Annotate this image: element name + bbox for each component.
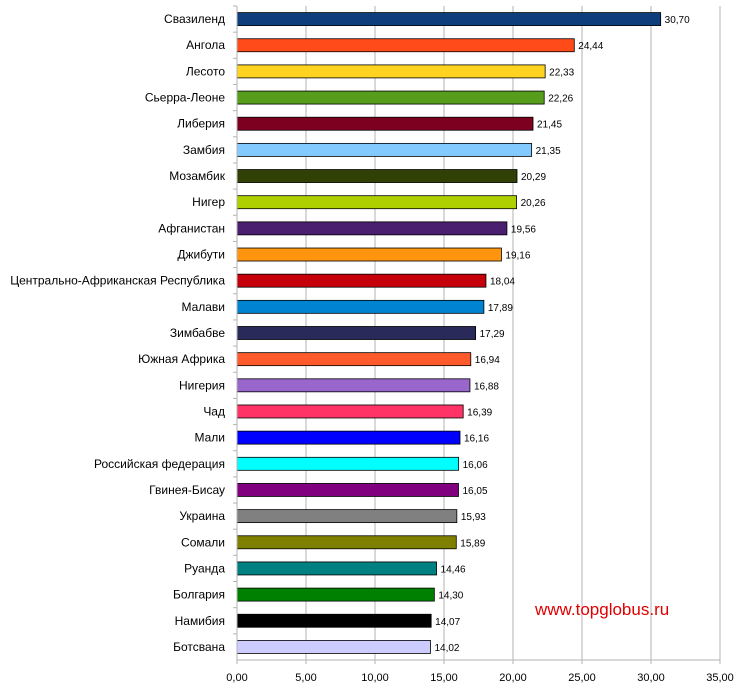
category-label: Афганистан <box>158 221 225 235</box>
value-label: 16,39 <box>467 407 492 418</box>
x-tick-label: 5,00 <box>295 672 316 684</box>
bar <box>236 509 458 524</box>
category-label: Лесото <box>186 64 225 78</box>
value-label: 14,02 <box>434 643 459 654</box>
bar <box>236 195 517 210</box>
value-label: 16,94 <box>475 355 500 366</box>
category-label: Нигер <box>192 195 225 209</box>
bar <box>236 169 518 183</box>
bar <box>236 430 461 445</box>
bar <box>236 587 435 602</box>
x-tick-label: 15,00 <box>430 672 458 684</box>
category-label: Чад <box>203 404 225 418</box>
value-label: 20,26 <box>521 198 546 209</box>
category-label: Зимбабве <box>170 326 225 340</box>
value-label: 16,06 <box>463 460 488 471</box>
category-label: Свазиленд <box>164 12 225 26</box>
value-label: 14,30 <box>438 591 463 602</box>
bar <box>236 326 477 340</box>
value-label: 14,07 <box>435 617 460 628</box>
category-label: Российская федерация <box>94 457 225 471</box>
x-tick-label: 25,00 <box>568 672 596 684</box>
value-label: 22,26 <box>548 94 573 105</box>
value-label: 30,70 <box>665 15 690 26</box>
bar <box>236 404 464 419</box>
labels: 0,00 5,00 10,00 15,00 20,00 25,00 30,00 35,00 Св… <box>10 12 734 684</box>
value-label: 21,35 <box>536 146 561 157</box>
bar <box>236 12 662 26</box>
bar <box>236 221 508 236</box>
bar <box>236 378 471 393</box>
bar <box>236 613 432 628</box>
category-label: Центрально-Африканская Республика <box>10 274 225 288</box>
value-label: 16,16 <box>464 434 489 445</box>
value-label: 15,89 <box>460 538 485 549</box>
bar <box>236 142 533 157</box>
category-label: Нигерия <box>179 378 225 392</box>
category-label: Сомали <box>181 535 225 549</box>
value-label: 19,56 <box>511 224 536 235</box>
category-label: Джибути <box>177 248 225 262</box>
x-tick-label: 10,00 <box>361 672 389 684</box>
value-label: 20,29 <box>521 172 546 183</box>
bar <box>236 535 457 550</box>
category-label: Ботсвана <box>173 640 225 654</box>
x-tick-label: 0,00 <box>226 672 247 684</box>
x-tick-label: 20,00 <box>499 672 527 684</box>
bar <box>236 352 472 367</box>
category-label: Украина <box>179 509 225 523</box>
axes <box>233 5 721 664</box>
bar <box>236 640 431 654</box>
bar <box>236 456 460 471</box>
value-label: 15,93 <box>461 512 486 523</box>
category-label: Мозамбик <box>169 169 226 183</box>
category-label: Южная Африка <box>138 352 225 366</box>
value-label: 24,44 <box>578 41 603 52</box>
bar <box>236 247 502 262</box>
x-tick-label: 30,00 <box>637 672 665 684</box>
watermark: www.topglobus.ru <box>535 600 670 619</box>
value-label: 17,29 <box>480 329 505 340</box>
category-label: Сьерра-Леоне <box>145 91 225 105</box>
bar <box>236 38 575 53</box>
category-label: Руанда <box>184 561 225 575</box>
category-label: Замбия <box>183 143 225 157</box>
category-label: Гвинея-Бисау <box>149 483 225 497</box>
value-label: 16,88 <box>474 381 499 392</box>
bar <box>236 273 487 288</box>
bar <box>236 116 534 131</box>
bar <box>236 90 545 105</box>
bar <box>236 561 437 576</box>
bar <box>236 299 485 314</box>
category-label: Либерия <box>177 117 225 131</box>
x-tick-label: 35,00 <box>706 672 734 684</box>
value-label: 14,46 <box>441 564 466 575</box>
value-label: 18,04 <box>490 277 515 288</box>
category-label: Малави <box>181 300 225 314</box>
value-label: 22,33 <box>549 67 574 78</box>
value-label: 21,45 <box>537 120 562 131</box>
value-label: 17,89 <box>488 303 513 314</box>
category-label: Ангола <box>186 38 225 52</box>
category-label: Намибия <box>175 614 225 628</box>
bars <box>236 12 662 654</box>
bar <box>236 64 546 79</box>
category-label: Болгария <box>173 588 225 602</box>
category-label: Мали <box>194 431 225 445</box>
value-label: 16,05 <box>462 486 487 497</box>
bar <box>236 483 459 497</box>
value-label: 19,16 <box>505 251 530 262</box>
